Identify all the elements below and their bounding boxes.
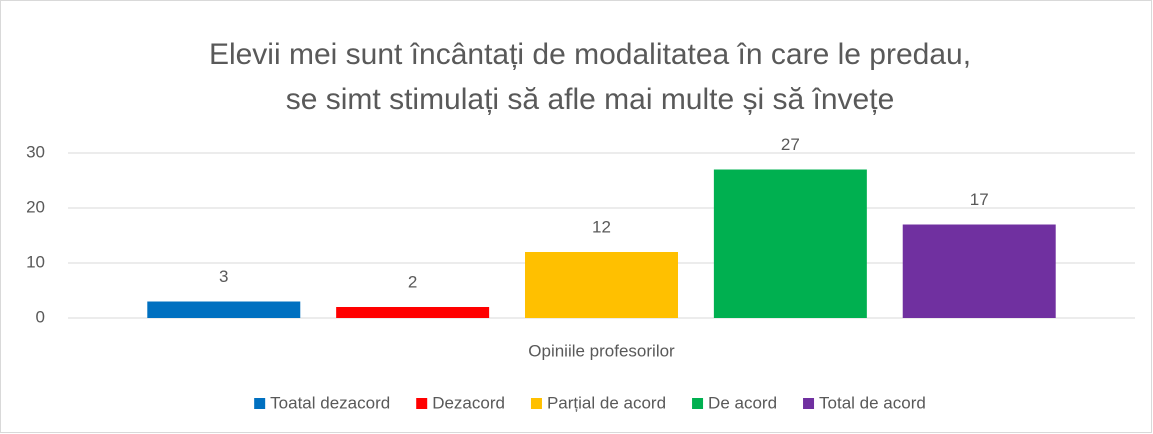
- legend-label: Toatal dezacord: [270, 393, 390, 412]
- bar: [336, 307, 490, 318]
- chart-title: se simt stimulați să afle mai multe și s…: [286, 83, 895, 116]
- bar: [902, 224, 1056, 318]
- y-tick-label: 20: [26, 197, 45, 216]
- legend-swatch: [254, 398, 266, 409]
- bar: [525, 252, 678, 318]
- legend-swatch: [803, 398, 815, 409]
- y-tick-label: 30: [26, 142, 45, 161]
- legend-label: De acord: [708, 393, 777, 412]
- data-label: 3: [219, 267, 228, 286]
- legend-swatch: [530, 398, 542, 409]
- legend-swatch: [692, 398, 704, 409]
- data-label: 2: [408, 272, 417, 291]
- legend-label: Total de acord: [819, 393, 926, 412]
- bar: [713, 169, 867, 318]
- data-label: 27: [781, 135, 800, 154]
- legend-label: Dezacord: [432, 393, 505, 412]
- x-tick-label: Opiniile profesorilor: [528, 341, 675, 360]
- chart-title: Elevii mei sunt încântați de modalitatea…: [209, 38, 971, 71]
- y-tick-label: 10: [26, 252, 45, 271]
- data-label: 12: [592, 217, 611, 236]
- bar: [147, 301, 301, 318]
- data-label: 17: [970, 190, 989, 209]
- y-tick-label: 0: [36, 307, 45, 326]
- legend-swatch: [416, 398, 428, 409]
- legend-label: Parțial de acord: [547, 393, 666, 412]
